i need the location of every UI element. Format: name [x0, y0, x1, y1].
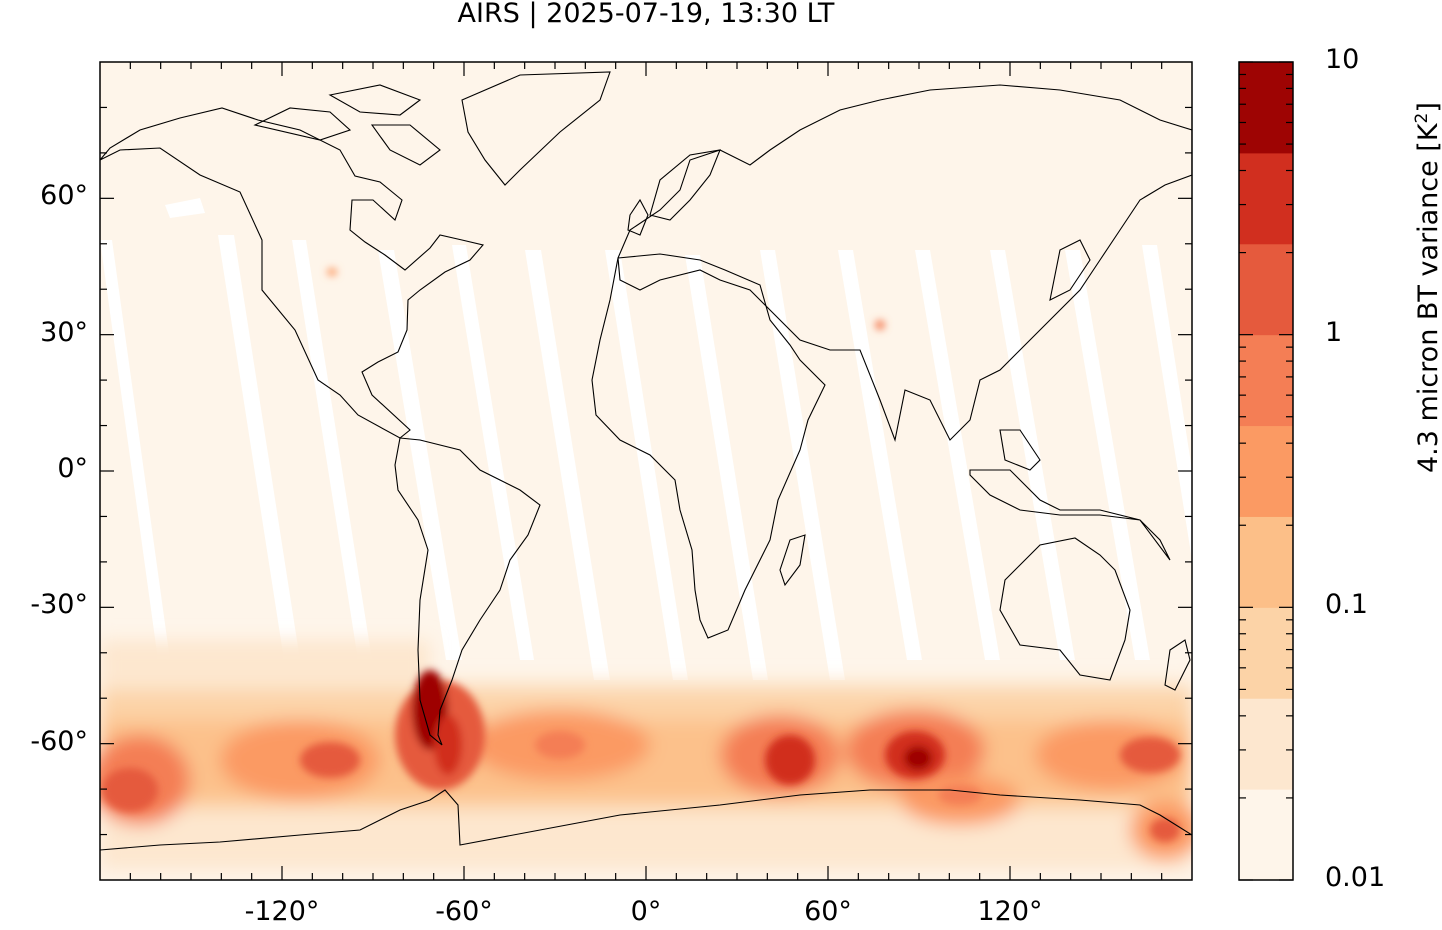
coast-new-zealand — [1164, 639, 1191, 691]
lon-tick-label: 120° — [977, 896, 1043, 927]
colorbar-segment — [1239, 607, 1293, 699]
lat-tick-label: 60° — [40, 180, 88, 212]
coast-north-america — [100, 107, 485, 439]
coast-eurasia — [617, 84, 1192, 442]
colorbar-tick-label: 1 — [1325, 316, 1343, 348]
colorbar-tick-label: 0.1 — [1325, 589, 1368, 621]
lon-tick-label: 0° — [630, 896, 662, 927]
lon-tick-label: -60° — [435, 896, 493, 927]
map-title: AIRS | 2025-07-19, 13:30 LT — [457, 0, 835, 29]
coast-british-isles — [627, 198, 649, 236]
colorbar-tick-label: 10 — [1325, 44, 1360, 75]
colorbar-tick-label: 0.01 — [1325, 862, 1386, 893]
lat-tick-label: -60° — [30, 725, 88, 757]
map-plot-area — [100, 62, 1192, 880]
lon-tick-label: -120° — [244, 896, 320, 927]
colorbar-segment — [1239, 62, 1293, 154]
colorbar — [1239, 62, 1293, 881]
colorbar-segment — [1239, 789, 1293, 881]
coast-canada-islands — [253, 84, 441, 166]
colorbar-segment — [1239, 516, 1293, 608]
coastlines — [100, 71, 1192, 851]
coast-africa — [591, 253, 826, 639]
coast-greenland — [461, 71, 611, 186]
colorbar-title: 4.3 micron BT variance [K2] — [1412, 102, 1442, 473]
colorbar-ticks — [1239, 61, 1293, 881]
coast-southeast-asia-islands — [969, 429, 1171, 561]
coast-south-america — [394, 437, 541, 746]
lon-tick-label: 60° — [804, 896, 852, 927]
coast-scandinavia — [649, 149, 721, 221]
map-ticks — [100, 62, 1192, 880]
coast-madagascar — [779, 534, 806, 587]
colorbar-segment — [1239, 698, 1293, 790]
orbit-gaps — [100, 198, 1192, 680]
colorbar-segment — [1239, 152, 1293, 245]
colorbar-segment — [1239, 334, 1293, 427]
lat-tick-label: 0° — [57, 453, 88, 484]
colorbar-segment — [1239, 243, 1293, 336]
lat-tick-label: 30° — [40, 316, 88, 348]
lat-tick-label: -30° — [30, 589, 88, 621]
colorbar-frame — [1238, 61, 1294, 881]
coast-antarctica — [100, 789, 1192, 851]
coast-australia — [999, 537, 1131, 681]
variance-field — [100, 268, 1192, 870]
coast-japan — [1049, 239, 1091, 301]
colorbar-segment — [1239, 425, 1293, 517]
